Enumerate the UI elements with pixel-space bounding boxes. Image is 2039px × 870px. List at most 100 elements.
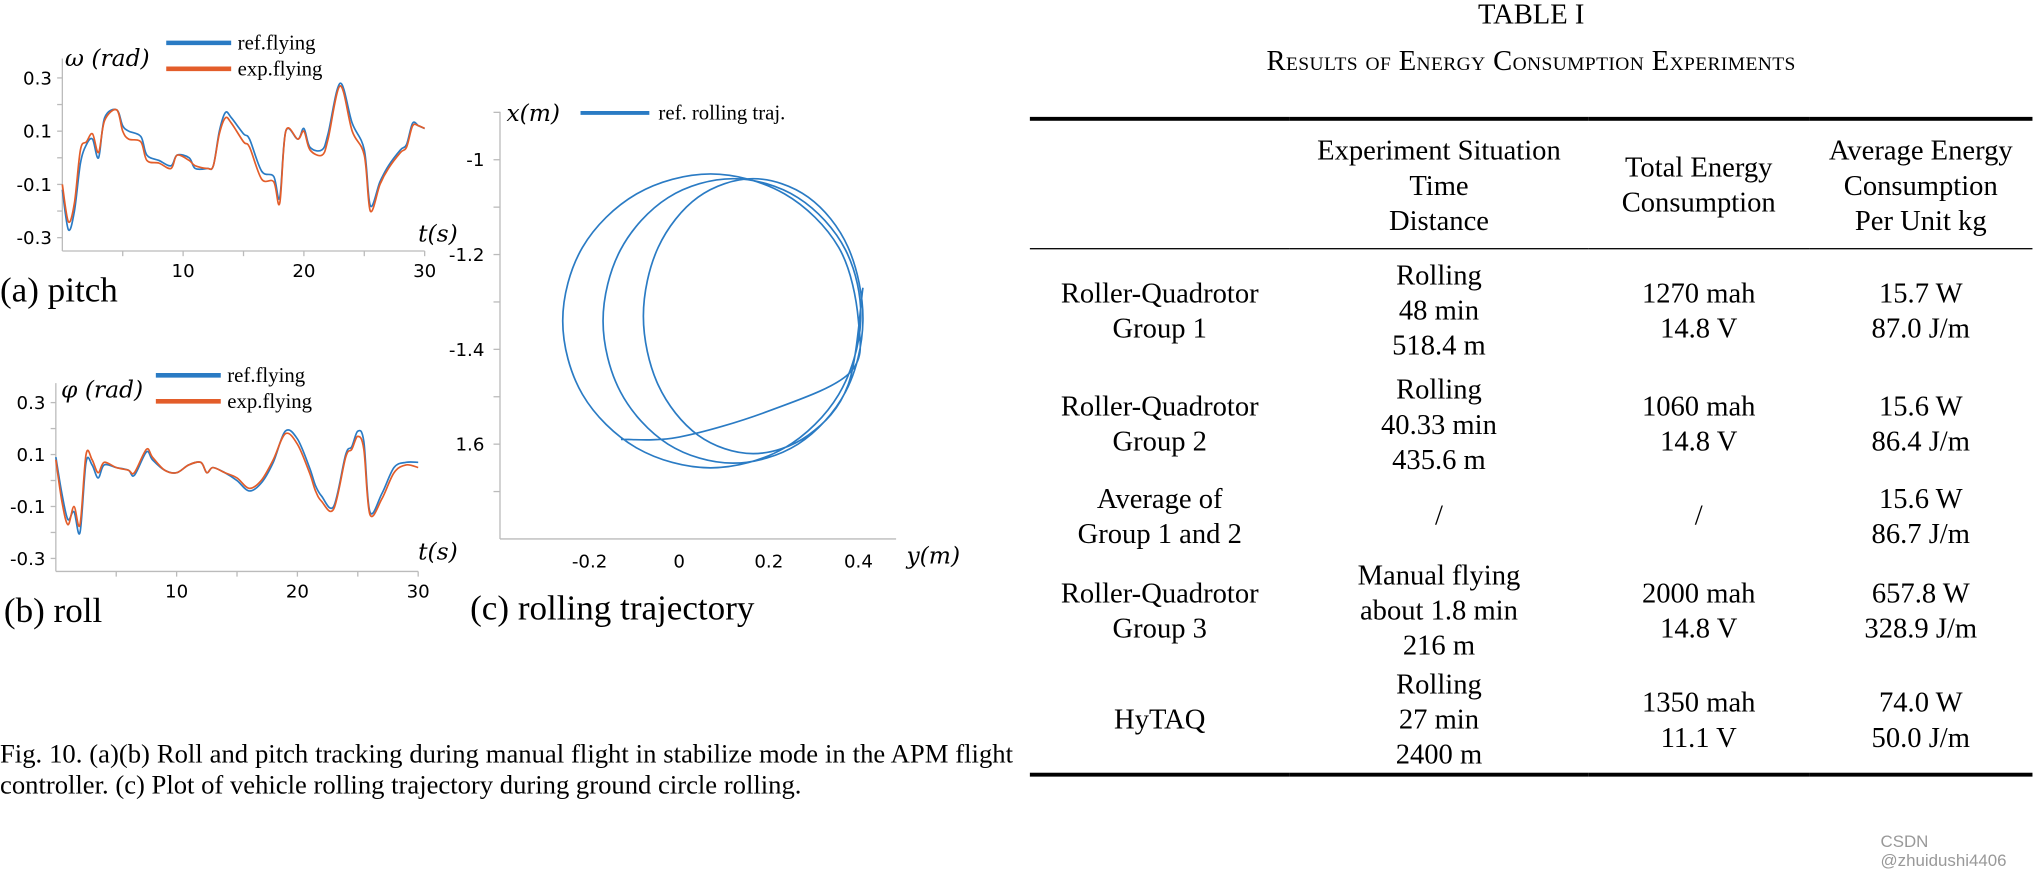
cell-line: 1270 mah	[1641, 276, 1756, 309]
watermark: CSDN @zhuidushi4406	[1880, 831, 2007, 870]
energy-table: Experiment Situation Time Distance Total En…	[1029, 117, 2033, 777]
table-cell: 74.0 W 50.0 J/m	[1809, 666, 2032, 775]
header-line: Average Energy	[1828, 133, 2013, 166]
table-cell: 1350 mah 11.1 V	[1588, 666, 1809, 775]
x-tick-label: 0	[673, 552, 685, 573]
table-cell: 1060 mah 14.8 V	[1588, 371, 1809, 476]
y-tick-label: -0.3	[16, 228, 51, 249]
table-cell: 15.6 W 86.4 J/m	[1809, 371, 2032, 476]
table-cell: 15.6 W 86.7 J/m	[1809, 476, 2032, 554]
series-line-rolling-traj	[561, 173, 864, 469]
cell-line: 86.4 J/m	[1871, 424, 1970, 458]
cell-line: 518.4 m	[1392, 328, 1486, 362]
y-tick-label: -0.3	[10, 549, 45, 570]
cell-line: Rolling	[1396, 258, 1482, 292]
y-tick-label: 0.3	[17, 393, 46, 414]
cell-line: Manual flying	[1357, 558, 1521, 591]
cell-line: /	[1434, 498, 1443, 532]
figure-caption: Fig. 10. (a)(b) Roll and pitch tracking …	[0, 740, 1013, 800]
cell-line: 27 min	[1398, 702, 1480, 736]
cell-line: Roller-Quadrotor	[1060, 276, 1259, 309]
table-cell: Rolling 48 min 518.4 m	[1290, 249, 1589, 371]
cell-line: 48 min	[1398, 293, 1480, 327]
cell-line: 14.8 V	[1660, 311, 1738, 344]
header-line: Total Energy	[1624, 150, 1773, 184]
cell-line: 15.6 W	[1878, 389, 1963, 423]
table-cell: Rolling 40.33 min 435.6 m	[1290, 371, 1589, 476]
y-tick-label: -1.4	[449, 340, 484, 361]
x-tick-label: 30	[413, 261, 436, 282]
table-cell: 1270 mah 14.8 V	[1588, 249, 1809, 371]
cell-line: Group 1 and 2	[1077, 516, 1242, 549]
x-tick-label: 20	[286, 581, 309, 602]
table-cell: /	[1588, 476, 1809, 554]
cell-line: 40.33 min	[1381, 407, 1497, 440]
table-cell: Roller-Quadrotor Group 2	[1030, 371, 1290, 476]
cell-line: 87.0 J/m	[1871, 311, 1970, 344]
header-line: Per Unit kg	[1854, 203, 1987, 236]
series-line-exp-flying	[61, 85, 426, 224]
cell-line: 216 m	[1402, 628, 1476, 662]
cell-line: 14.8 V	[1660, 611, 1738, 644]
table-title: Results of Energy Consumption Experiment…	[1266, 44, 1796, 77]
column-header	[1030, 119, 1290, 249]
x-tick-label: -0.2	[572, 552, 607, 573]
legend-label: exp.flying	[238, 57, 323, 80]
cell-line: 15.6 W	[1878, 481, 1963, 514]
table-cell: /	[1290, 476, 1589, 554]
panel-label-c: (c) rolling trajectory	[470, 588, 755, 628]
header-line: Time	[1409, 168, 1469, 201]
cell-line: Roller-Quadrotor	[1060, 575, 1259, 609]
cell-line: HyTAQ	[1114, 702, 1206, 736]
cell-line: about 1.8 min	[1359, 593, 1518, 626]
cell-line: 86.7 J/m	[1871, 516, 1970, 549]
y-tick-label: -1	[466, 150, 484, 171]
y-tick-label: 0.1	[23, 122, 52, 143]
header-line: Consumption	[1621, 185, 1776, 219]
table-cell: 2000 mah 14.8 V	[1588, 554, 1809, 666]
cell-line: 15.7 W	[1878, 276, 1963, 309]
figure-10-charts: 0.3 0.1 -0.1 -0.3 10 20 30 ref.flying exp.flying…	[10, 31, 960, 602]
x-tick-label: 10	[165, 581, 188, 602]
y-tick-label: -1.2	[449, 245, 484, 266]
table-cell: 15.7 W 87.0 J/m	[1809, 249, 2032, 371]
cell-line: 435.6 m	[1392, 442, 1486, 475]
cell-line: Average of	[1096, 481, 1223, 514]
y-tick-label: -0.1	[16, 175, 51, 196]
legend-label: ref.flying	[227, 364, 305, 387]
legend-label: ref.flying	[238, 31, 316, 54]
cell-line: 1350 mah	[1641, 685, 1756, 718]
cell-line: 657.8 W	[1871, 575, 1970, 609]
cell-line: /	[1694, 498, 1703, 532]
cell-line: Rolling	[1396, 372, 1482, 405]
cell-line: 1060 mah	[1641, 389, 1756, 423]
header-line: Distance	[1388, 203, 1489, 236]
y-tick-label: 0.1	[17, 445, 46, 466]
table-cell: Manual flying about 1.8 min 216 m	[1290, 554, 1589, 666]
y-axis-label: ω (rad)	[65, 44, 150, 72]
table-cell: Roller-Quadrotor Group 1	[1030, 249, 1290, 371]
y-axis-label: φ (rad)	[61, 375, 143, 403]
x-axis-label: y(m)	[905, 542, 960, 570]
legend-label: ref. rolling traj.	[658, 101, 785, 124]
series-line-exp-flying	[55, 432, 419, 528]
table-cell: Rolling 27 min 2400 m	[1290, 666, 1589, 775]
table-cell: HyTAQ	[1030, 666, 1290, 775]
column-header: Total Energy Consumption	[1588, 119, 1809, 249]
cell-line: Group 1	[1112, 311, 1207, 344]
y-axis-label: x(m)	[506, 99, 560, 127]
cell-line: 50.0 J/m	[1871, 720, 1970, 753]
legend-label: exp.flying	[227, 390, 312, 413]
x-tick-label: 0.2	[754, 552, 783, 573]
cell-line: Group 2	[1112, 424, 1207, 458]
cell-line: Rolling	[1396, 667, 1482, 701]
x-tick-label: 0.4	[844, 552, 873, 573]
x-tick-label: 10	[172, 261, 195, 282]
table-cell: Roller-Quadrotor Group 3	[1030, 554, 1290, 666]
table-number: TABLE I	[1477, 0, 1585, 30]
cell-line: 2400 m	[1395, 737, 1483, 771]
x-axis-label: t(s)	[418, 538, 458, 566]
table-cell: Average of Group 1 and 2	[1030, 476, 1290, 554]
table-row: HyTAQ Rolling 27 min 2400 m 1350 mah 11.1 V 74…	[1030, 666, 2033, 775]
